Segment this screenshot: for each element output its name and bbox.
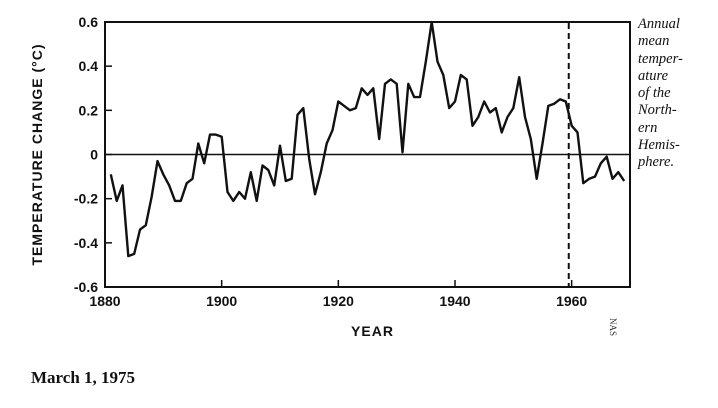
- x-tick-label: 1880: [89, 293, 120, 309]
- y-tick-label: -0.4: [74, 235, 98, 251]
- caption-line: temper-: [638, 50, 683, 67]
- side-credit-mark: NAS: [608, 318, 618, 337]
- caption-line: ern: [638, 119, 658, 136]
- y-tick-label: -0.2: [74, 191, 98, 207]
- y-tick-label: -0.6: [74, 279, 98, 295]
- caption-line: ature: [638, 67, 669, 84]
- y-tick-label: 0.4: [79, 58, 99, 74]
- caption-line: North-: [638, 102, 677, 119]
- caption-line: Hemis-: [638, 137, 680, 154]
- x-tick-label: 1920: [323, 293, 354, 309]
- caption-line: Annual: [638, 16, 680, 32]
- x-axis-title: YEAR: [351, 323, 394, 339]
- y-tick-label: 0: [90, 147, 98, 163]
- y-axis-title: TEMPERATURE CHANGE (°C): [29, 43, 45, 265]
- publication-date: March 1, 1975: [31, 368, 136, 387]
- caption-line: phere.: [638, 154, 675, 171]
- series-layer: [109, 20, 626, 258]
- y-tick-label: 0.6: [79, 14, 99, 30]
- axis-ticks: [104, 21, 573, 288]
- temperature-series-line: [109, 20, 626, 258]
- x-tick-label: 1940: [439, 293, 470, 309]
- plot-frame: [104, 21, 631, 288]
- caption-line: of the: [638, 85, 671, 102]
- caption-line: mean: [638, 33, 670, 50]
- x-tick-label: 1900: [206, 293, 237, 309]
- y-tick-label: 0.2: [79, 102, 99, 118]
- x-tick-label: 1960: [556, 293, 587, 309]
- chart-caption: Annual mean temper- ature of the North- …: [638, 16, 716, 172]
